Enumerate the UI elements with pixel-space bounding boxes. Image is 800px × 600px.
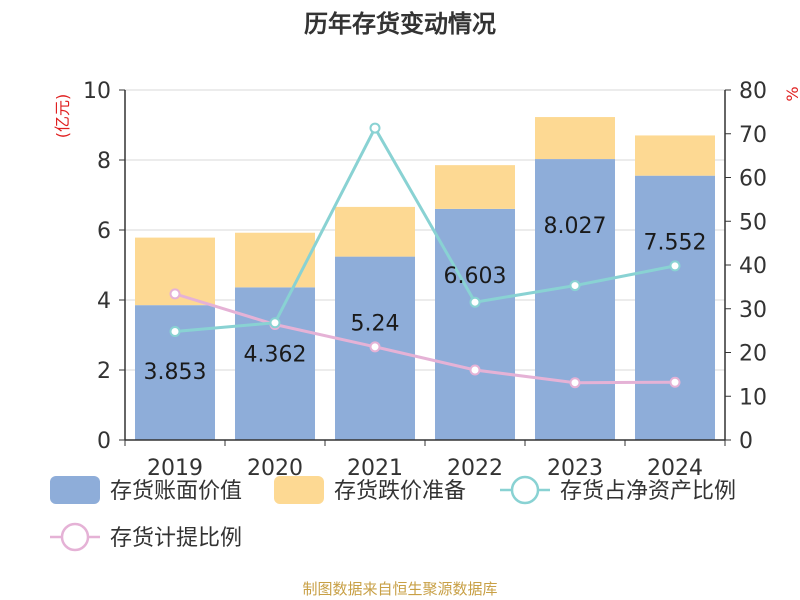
right-tick-label: 10 xyxy=(739,385,767,410)
x-tick-label: 2024 xyxy=(647,456,703,481)
x-tick-label: 2021 xyxy=(347,456,403,481)
legend-book-value: 存货账面价值 xyxy=(50,476,242,504)
legend-impairment-reserve-label: 存货跌价准备 xyxy=(334,479,466,504)
right-tick-label: 0 xyxy=(739,429,753,454)
right-tick-label: 30 xyxy=(739,298,767,323)
provision-ratio-point xyxy=(169,288,181,300)
legend-net-asset-ratio-label: 存货占净资产比例 xyxy=(560,479,736,504)
legend-net-asset-ratio: 存货占净资产比例 xyxy=(500,475,736,505)
bar-impairment-reserve xyxy=(235,232,315,288)
net-asset-ratio-point xyxy=(369,122,381,134)
net-asset-ratio-line xyxy=(174,124,676,333)
net-asset-ratio-point xyxy=(569,280,581,292)
bar-data-label: 6.603 xyxy=(444,264,507,289)
left-axis-unit: (亿元) xyxy=(53,94,72,139)
bar-data-label: 8.027 xyxy=(544,214,607,239)
net-asset-ratio-point xyxy=(269,317,281,329)
legend-net-asset-ratio-swatch-marker xyxy=(510,475,540,505)
chart-title: 历年存货变动情况 xyxy=(304,10,496,38)
net-asset-ratio-point xyxy=(169,326,181,337)
bar-impairment-reserve xyxy=(635,135,715,176)
legend-impairment-reserve: 存货跌价准备 xyxy=(274,476,466,504)
legend-impairment-reserve-swatch xyxy=(274,476,324,504)
provision-ratio-point xyxy=(569,377,581,389)
legend-provision-ratio-swatch-marker xyxy=(60,522,90,552)
source-note: 制图数据来自恒生聚源数据库 xyxy=(302,580,498,598)
x-tick-label: 2023 xyxy=(547,456,603,481)
left-tick-label: 0 xyxy=(97,429,111,454)
right-tick-label: 40 xyxy=(739,254,767,279)
bar-data-label: 4.362 xyxy=(244,342,307,367)
legend-provision-ratio-label: 存货计提比例 xyxy=(110,526,242,551)
provision-ratio-line xyxy=(174,292,676,385)
right-tick-label: 20 xyxy=(739,342,767,367)
left-tick-label: 4 xyxy=(97,289,111,314)
legend-book-value-label: 存货账面价值 xyxy=(110,479,242,504)
bar-impairment-reserve xyxy=(335,206,415,257)
left-tick-label: 6 xyxy=(97,219,111,244)
right-tick-label: 80 xyxy=(739,79,767,104)
legend-provision-ratio: 存货计提比例 xyxy=(50,522,242,552)
bar-book-value xyxy=(435,208,515,440)
bar-impairment-reserve xyxy=(435,165,515,209)
net-asset-ratio-point xyxy=(469,296,481,308)
right-axis-unit: % xyxy=(783,86,800,101)
provision-ratio-point xyxy=(469,364,481,376)
data-labels: 3.853 4.362 5.24 6.603 8.027 7.552 xyxy=(144,214,707,385)
lines xyxy=(169,122,681,389)
legend-book-value-swatch xyxy=(50,476,100,504)
right-tick-label: 50 xyxy=(739,210,767,235)
right-tick-label: 60 xyxy=(739,167,767,192)
provision-ratio-point xyxy=(669,376,681,388)
net-asset-ratio-point xyxy=(669,260,681,272)
left-tick-label: 8 xyxy=(97,149,111,174)
provision-ratio-point xyxy=(369,341,381,353)
bar-data-label: 3.853 xyxy=(144,360,207,385)
bar-book-value xyxy=(235,287,315,440)
left-tick-label: 2 xyxy=(97,359,111,384)
bars xyxy=(135,117,715,440)
bar-data-label: 5.24 xyxy=(351,312,400,337)
right-tick-label: 70 xyxy=(739,123,767,148)
bar-book-value xyxy=(535,159,615,440)
left-tick-label: 10 xyxy=(83,79,111,104)
bar-data-label: 7.552 xyxy=(644,231,707,256)
x-tick-label: 2019 xyxy=(147,456,203,481)
bar-impairment-reserve xyxy=(535,117,615,160)
x-tick-label: 2022 xyxy=(447,456,503,481)
bar-book-value xyxy=(635,175,715,440)
